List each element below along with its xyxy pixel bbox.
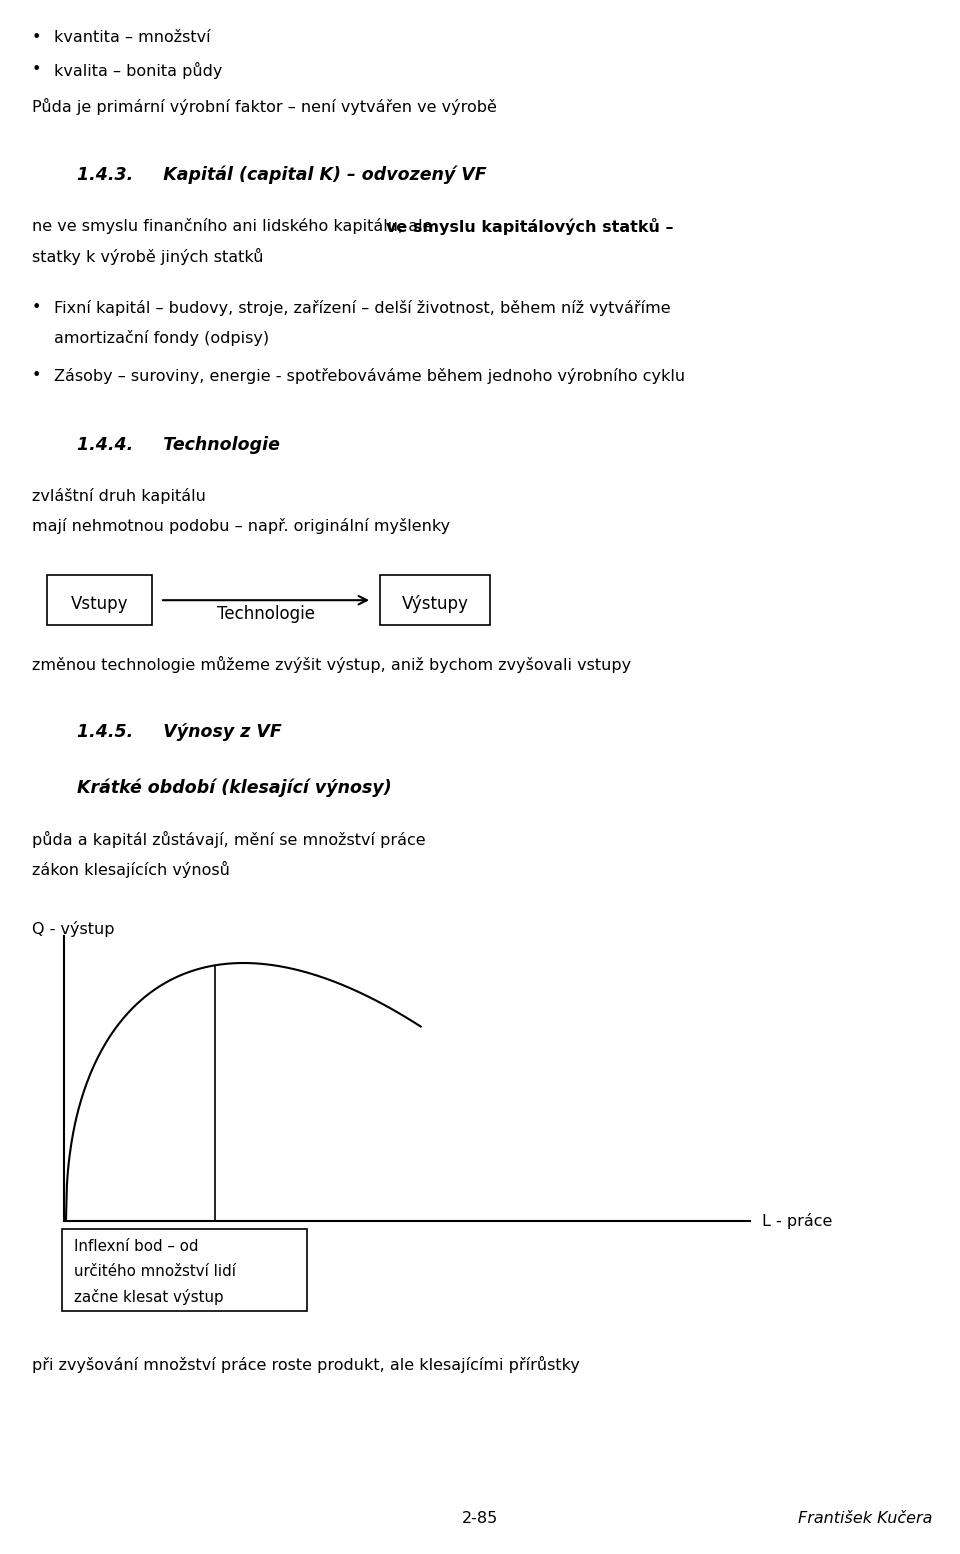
Text: kvantita – množství: kvantita – množství bbox=[54, 30, 210, 45]
Text: L - práce: L - práce bbox=[762, 1212, 832, 1229]
Bar bbox=[62, 1229, 307, 1310]
Text: 2-85: 2-85 bbox=[462, 1510, 498, 1526]
Text: 1.4.4.     Technologie: 1.4.4. Technologie bbox=[77, 437, 280, 454]
Text: •: • bbox=[32, 30, 41, 45]
Text: zákon klesajících výnosů: zákon klesajících výnosů bbox=[32, 861, 229, 878]
Text: určitého množství lidí: určitého množství lidí bbox=[74, 1263, 236, 1279]
Text: ne ve smyslu finančního ani lidského kapitálu, ale: ne ve smyslu finančního ani lidského kap… bbox=[32, 219, 438, 235]
Text: ve smyslu kapitálových statků –: ve smyslu kapitálových statků – bbox=[387, 219, 674, 235]
Bar bbox=[380, 575, 490, 625]
Text: Technologie: Technologie bbox=[217, 605, 315, 623]
Text: •: • bbox=[32, 300, 41, 315]
Text: mají nehmotnou podobu – např. originální myšlenky: mají nehmotnou podobu – např. originální… bbox=[32, 517, 450, 535]
Text: půda a kapitál zůstávají, mění se množství práce: půda a kapitál zůstávají, mění se množst… bbox=[32, 831, 425, 848]
Text: při zvyšování množství práce roste produkt, ale klesajícími přírůstky: při zvyšování množství práce roste produ… bbox=[32, 1355, 580, 1372]
Text: Vstupy: Vstupy bbox=[71, 595, 129, 614]
Text: Inflexní bod – od: Inflexní bod – od bbox=[74, 1239, 199, 1254]
Text: 1.4.5.     Výnosy z VF: 1.4.5. Výnosy z VF bbox=[77, 723, 281, 741]
Text: Krátké období (klesající výnosy): Krátké období (klesající výnosy) bbox=[77, 779, 392, 797]
Text: amortizační fondy (odpisy): amortizační fondy (odpisy) bbox=[54, 329, 269, 347]
Bar bbox=[47, 575, 152, 625]
Text: Fixní kapitál – budovy, stroje, zařízení – delší životnost, během níž vytváříme: Fixní kapitál – budovy, stroje, zařízení… bbox=[54, 300, 671, 317]
Text: •: • bbox=[32, 368, 41, 384]
Text: změnou technologie můžeme zvýšit výstup, aniž bychom zvyšovali vstupy: změnou technologie můžeme zvýšit výstup,… bbox=[32, 656, 631, 673]
Text: zvláštní druh kapitálu: zvláštní druh kapitálu bbox=[32, 488, 205, 505]
Text: Q - výstup: Q - výstup bbox=[32, 920, 114, 937]
Text: Zásoby – suroviny, energie - spotřebováváme během jednoho výrobního cyklu: Zásoby – suroviny, energie - spotřebováv… bbox=[54, 368, 685, 384]
Text: začne klesat výstup: začne klesat výstup bbox=[74, 1288, 224, 1304]
Text: František Kučera: František Kučera bbox=[798, 1510, 932, 1526]
Text: Výstupy: Výstupy bbox=[401, 595, 468, 614]
Text: kvalita – bonita půdy: kvalita – bonita půdy bbox=[54, 62, 223, 79]
Text: 1.4.3.     Kapitál (capital K) – odvozený VF: 1.4.3. Kapitál (capital K) – odvozený V… bbox=[77, 166, 487, 185]
Text: Půda je primární výrobní faktor – není vytvářen ve výrobě: Půda je primární výrobní faktor – není v… bbox=[32, 98, 497, 115]
Text: statky k výrobě jiných statků: statky k výrobě jiných statků bbox=[32, 249, 263, 264]
Text: •: • bbox=[32, 62, 41, 76]
